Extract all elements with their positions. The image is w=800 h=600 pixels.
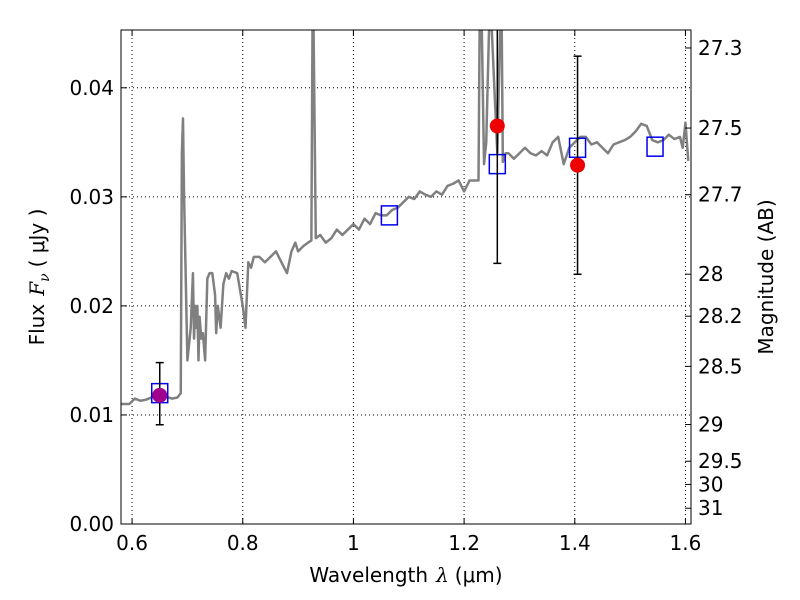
- y-axis-label: FluxFν( μJy ): [25, 209, 53, 346]
- magnitude-tick-label: 31: [698, 496, 723, 520]
- y-tick-label: 0.04: [69, 76, 114, 100]
- plot-background: [121, 30, 691, 524]
- magnitude-tick-label: 29: [698, 413, 723, 437]
- y-tick-label: 0.00: [69, 512, 114, 536]
- ticks: 0.6 0.8 1 1.2 1.4 1.6 0.00 0.01 0.02 0.03 0.04 27.3…: [69, 30, 743, 555]
- observation-point: [489, 118, 505, 134]
- observation-point: [152, 387, 168, 403]
- magnitude-tick-label: 28: [698, 262, 723, 286]
- x-tick-label: 1.2: [448, 531, 480, 555]
- model-square-marker: [380, 205, 399, 226]
- x-tick-label: 1.6: [670, 531, 702, 555]
- marker-layer: [150, 30, 664, 426]
- series-layer: [121, 30, 690, 406]
- model-square-marker: [646, 136, 664, 157]
- magnitude-tick-label: 30: [698, 472, 723, 496]
- observation-point: [570, 157, 586, 173]
- magnitude-tick-label: 27.7: [698, 183, 743, 207]
- x-tick-label: 1: [347, 531, 360, 555]
- x-axis-label: Wavelength λ (μm): [309, 563, 502, 587]
- magnitude-tick-label: 28.2: [698, 304, 743, 328]
- x-tick-label: 1.4: [559, 531, 591, 555]
- magnitude-tick-label: 29.5: [698, 449, 743, 473]
- y-tick-label: 0.01: [69, 403, 114, 427]
- plot-frame: [120, 29, 692, 525]
- magnitude-tick-label: 28.5: [698, 354, 743, 378]
- y-tick-label: 0.03: [69, 185, 114, 209]
- magnitude-axis-label: Magnitude (AB): [754, 199, 778, 354]
- x-tick-label: 0.8: [227, 531, 259, 555]
- magnitude-tick-label: 27.5: [698, 116, 743, 140]
- spectrum-line: [121, 30, 690, 406]
- x-tick-label: 0.6: [116, 531, 148, 555]
- y-tick-label: 0.02: [69, 294, 114, 318]
- magnitude-tick-label: 27.3: [698, 36, 743, 60]
